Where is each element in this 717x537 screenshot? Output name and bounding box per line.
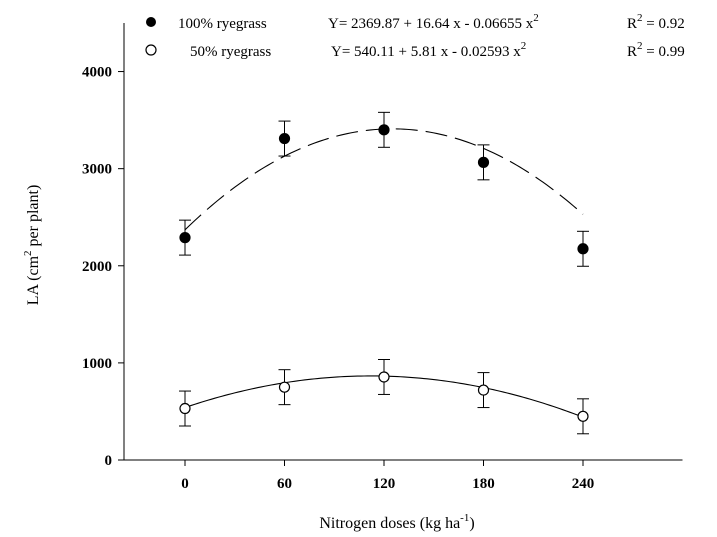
- data-point-100-ryegrass: [278, 132, 291, 145]
- legend-r2-50-sup: 2: [637, 40, 643, 52]
- data-point-50-ryegrass: [179, 402, 191, 415]
- x-tick-label: 240: [572, 476, 595, 492]
- y-tick-label: 1000: [82, 356, 112, 372]
- legend: 100% ryegrass Y= 2369.87 + 16.64 x - 0.0…: [145, 9, 685, 60]
- data-point-50-ryegrass: [278, 381, 291, 393]
- data-points: [179, 124, 589, 422]
- legend-r2-50-value: = 0.99: [643, 44, 685, 60]
- legend-equation-50-sup: 2: [521, 40, 527, 52]
- y-tick-label: 0: [105, 453, 113, 469]
- legend-equation-50-ryegrass: Y= 540.11 + 5.81 x - 0.02593 x: [331, 44, 521, 60]
- legend-label-50-ryegrass: 50% ryegrass: [190, 44, 271, 60]
- legend-r2-100-sup: 2: [637, 12, 643, 24]
- y-tick-label: 3000: [82, 162, 112, 178]
- legend-r2-50-ryegrass: R: [627, 44, 637, 60]
- legend-label-100-ryegrass: 100% ryegrass: [178, 16, 267, 32]
- data-point-50-ryegrass: [477, 384, 490, 396]
- data-point-100-ryegrass: [477, 156, 490, 168]
- legend-r2-100-ryegrass: R: [627, 16, 637, 32]
- x-axis-title: Nitrogen doses (kg ha-1): [319, 512, 474, 532]
- svg-text:100% ryegrass Y= 2369.: 100% ryegrass Y= 2369.87 + 16.64 x - 0.0…: [178, 9, 685, 32]
- x-tick-label: 60: [277, 476, 292, 492]
- y-tick-label: 4000: [82, 65, 112, 81]
- legend-marker-open-circle: [145, 44, 157, 56]
- legend-marker-filled-circle: [146, 17, 156, 27]
- legend-equation-100-sup: 2: [533, 12, 539, 24]
- legend-entry-50-ryegrass: 50% ryegrass Y= 540.11 + 5.81 x - 0.0259…: [145, 37, 685, 60]
- data-point-100-ryegrass: [378, 124, 390, 136]
- y-axis-ticks: 0 1000 2000 3000 4000: [82, 65, 124, 469]
- x-tick-label: 120: [373, 476, 396, 492]
- error-bars: [179, 111, 589, 435]
- svg-text:50% ryegrass Y= 540.11: 50% ryegrass Y= 540.11 + 5.81 x - 0.0259…: [190, 37, 685, 60]
- data-point-50-ryegrass: [577, 410, 589, 422]
- x-axis-ticks: 0 60 120 180 240: [181, 460, 594, 492]
- y-tick-label: 2000: [82, 259, 112, 275]
- data-point-100-ryegrass: [179, 232, 191, 244]
- data-point-100-ryegrass: [577, 243, 589, 255]
- legend-equation-100-ryegrass: Y= 2369.87 + 16.64 x - 0.06655 x: [328, 16, 534, 32]
- y-axis-title: LA (cm2 per plant): [22, 185, 42, 306]
- legend-entry-100-ryegrass: 100% ryegrass Y= 2369.87 + 16.64 x - 0.0…: [146, 9, 685, 32]
- x-tick-label: 0: [181, 476, 189, 492]
- legend-r2-100-value: = 0.92: [643, 16, 685, 32]
- data-point-50-ryegrass: [378, 371, 390, 383]
- x-tick-label: 180: [472, 476, 495, 492]
